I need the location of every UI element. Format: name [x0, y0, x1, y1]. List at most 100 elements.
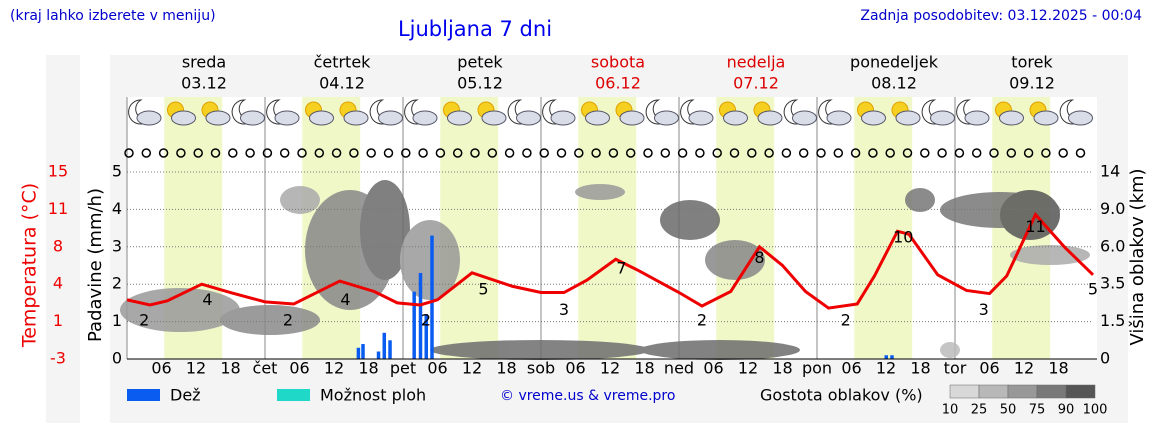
- x-tick-label: 06: [979, 359, 999, 378]
- density-swatch: [1007, 384, 1038, 399]
- x-tick-label: 12: [876, 359, 896, 378]
- cloud-icon: [999, 110, 1024, 126]
- day-date: 09.12: [1009, 74, 1055, 93]
- density-swatch: [1065, 384, 1096, 399]
- temp-tick-label: 8: [53, 236, 63, 255]
- wind-calm: [1075, 148, 1086, 158]
- cloud-icon: [412, 110, 438, 126]
- wind-calm: [1006, 148, 1017, 158]
- daylight-band: [440, 97, 499, 359]
- wind-calm: [279, 148, 290, 158]
- wind-calm: [539, 148, 549, 158]
- legend-swatch: [127, 389, 160, 401]
- x-tick-label: 18: [220, 359, 240, 378]
- x-tick-label: sob: [527, 359, 555, 378]
- cloud-icon: [757, 110, 783, 126]
- wind-calm: [176, 148, 186, 158]
- cloud-icon: [171, 110, 196, 126]
- wind-calm: [764, 148, 774, 158]
- precip-axis-title: Padavine (mm/h): [85, 188, 106, 342]
- temp-annotation: 2: [841, 311, 851, 330]
- x-tick-label: 12: [738, 359, 758, 378]
- cloud-icon: [343, 110, 369, 126]
- wind-calm: [228, 148, 238, 158]
- left-panel: [46, 55, 80, 423]
- wind-calm: [124, 148, 134, 158]
- density-tick-label: 10: [942, 403, 959, 418]
- cloud-icon: [723, 110, 748, 126]
- x-tick-label: 06: [289, 359, 309, 378]
- day-name: torek: [1011, 53, 1053, 72]
- precip-bar: [376, 351, 381, 359]
- cloud-icon: [826, 110, 852, 126]
- wind-calm: [608, 148, 619, 158]
- cloud-icon: [585, 110, 610, 126]
- cloud-tick-label: 0: [1100, 349, 1110, 368]
- x-tick-label: 06: [841, 359, 861, 378]
- wind-calm: [798, 148, 809, 158]
- credit: © vreme.us & vreme.pro: [500, 388, 675, 404]
- cloud-icon: [619, 110, 645, 126]
- temp-annotation: 4: [340, 290, 350, 309]
- x-tick-label: 12: [186, 359, 206, 378]
- temp-annotation: 8: [754, 248, 764, 267]
- x-tick-label: pon: [802, 359, 832, 378]
- temp-tick-label: -3: [50, 349, 66, 368]
- wind-calm: [556, 148, 567, 158]
- day-name: sobota: [591, 53, 645, 72]
- x-tick-label: 18: [1048, 359, 1068, 378]
- x-tick-label: pet: [390, 359, 416, 378]
- day-date: 03.12: [181, 74, 227, 93]
- cloud-icon: [688, 110, 714, 126]
- wind-calm: [193, 148, 203, 158]
- wind-calm: [712, 148, 722, 158]
- temp-annotation: 2: [697, 311, 707, 330]
- wind-calm: [747, 148, 757, 158]
- wind-calm: [314, 148, 325, 158]
- wind-calm: [158, 148, 169, 158]
- legend-swatch: [277, 389, 310, 401]
- density-tick-label: 75: [1029, 403, 1046, 418]
- precip-tick-label: 4: [112, 199, 122, 218]
- precip-bar: [356, 347, 361, 359]
- day-date: 05.12: [457, 74, 503, 93]
- wind-calm: [989, 148, 999, 158]
- cloud-icon: [550, 110, 576, 126]
- x-tick-label: 18: [496, 359, 516, 378]
- wind-calm: [349, 148, 359, 158]
- wind-calm: [331, 148, 342, 158]
- wind-calm: [245, 148, 255, 158]
- cloud-icon: [136, 110, 162, 126]
- x-tick-label: 18: [910, 359, 930, 378]
- wind-calm: [850, 148, 861, 158]
- wind-calm: [383, 148, 394, 158]
- cloud-icon: [964, 110, 990, 126]
- wind-calm: [1058, 148, 1068, 158]
- wind-calm: [297, 148, 307, 158]
- precip-bar: [890, 355, 894, 359]
- cloud-tick-label: 6.0: [1100, 236, 1125, 255]
- temp-tick-label: 11: [48, 199, 68, 218]
- x-tick-label: 06: [703, 359, 723, 378]
- density-swatch: [1036, 384, 1067, 399]
- density-tick-label: 90: [1058, 403, 1075, 418]
- wind-calm: [504, 148, 515, 158]
- precip-bar: [412, 291, 416, 359]
- day-name: nedelja: [727, 53, 786, 72]
- density-tick-label: 100: [1083, 403, 1108, 418]
- wind-calm: [452, 148, 463, 158]
- x-tick-label: ned: [664, 359, 694, 378]
- day-date: 04.12: [319, 74, 365, 93]
- cloud-icon: [309, 110, 334, 126]
- wind-calm: [418, 148, 428, 158]
- temp-annotation: 2: [421, 311, 431, 330]
- temp-annotation: 11: [1025, 217, 1045, 236]
- wind-calm: [816, 148, 826, 158]
- wind-calm: [885, 148, 895, 158]
- x-tick-label: 12: [600, 359, 620, 378]
- density-tick-label: 50: [1000, 403, 1017, 418]
- precip-tick-label: 0: [112, 349, 122, 368]
- precip-bar: [884, 355, 888, 359]
- density-swatch: [978, 384, 1009, 399]
- wind-calm: [971, 148, 982, 158]
